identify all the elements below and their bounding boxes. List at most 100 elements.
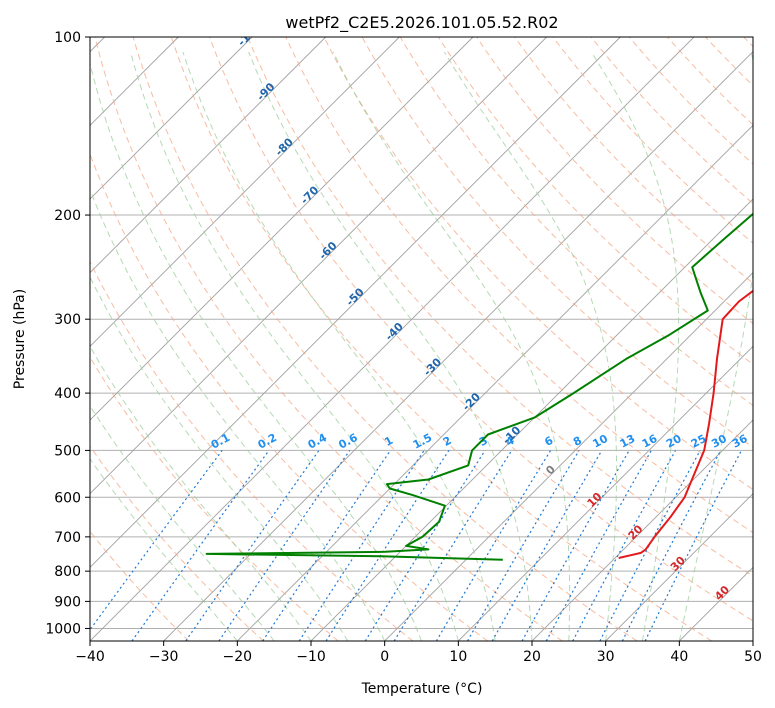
- x-tick-label: −10: [296, 649, 326, 665]
- isotherm-line: [163, 51, 753, 641]
- mixing-ratio-line: [644, 450, 743, 641]
- dry-adiabat: [90, 356, 339, 641]
- dry-adiabat: [705, 37, 753, 87]
- isotherm-line: [310, 198, 753, 641]
- dry-adiabat: [285, 37, 753, 534]
- mixing-ratio-line: [218, 450, 351, 641]
- y-tick-label: 200: [54, 208, 81, 224]
- mixing-ratio-label: 13: [618, 432, 638, 451]
- dry-adiabat: [514, 37, 753, 284]
- y-tick-label: 100: [54, 30, 81, 46]
- mixing-ratio-line: [572, 450, 677, 641]
- x-tick-label: −30: [149, 649, 179, 665]
- dry-adiabat-label: -60: [316, 239, 339, 262]
- moist-adiabat: [248, 51, 533, 641]
- x-tick-label: 50: [744, 649, 762, 665]
- dry-adiabat-label: -80: [273, 135, 296, 158]
- mixing-ratio-label: 0.2: [256, 431, 279, 452]
- mixing-ratio-label: 30: [709, 432, 729, 451]
- isotherm-line: [679, 566, 753, 641]
- moist-adiabat: [443, 51, 618, 641]
- series-line-1: [618, 289, 753, 559]
- mixing-ratio-line: [545, 450, 652, 641]
- x-axis-title: Temperature (°C): [361, 681, 483, 697]
- moist-adiabat-label: 10: [585, 490, 605, 510]
- isotherm-line: [458, 345, 753, 641]
- dry-adiabat: [628, 37, 753, 165]
- mixing-ratio-label: 36: [730, 432, 750, 451]
- mixing-ratio-label: 0.1: [209, 431, 232, 452]
- chart-title: wetPf2_C2E5.2026.101.05.52.R02: [285, 13, 558, 33]
- isotherm-line: [90, 37, 326, 274]
- mixing-ratio-line: [466, 450, 580, 641]
- y-tick-label: 1000: [45, 621, 81, 637]
- plot-frame: [89, 36, 754, 642]
- dry-adiabat: [90, 260, 414, 641]
- y-tick-label: 500: [54, 443, 81, 459]
- mixing-ratio-line: [262, 450, 391, 641]
- y-tick-label: 300: [54, 312, 81, 328]
- mixing-ratio-label: 0.4: [306, 431, 330, 452]
- mixing-ratio-line: [393, 450, 513, 641]
- isotherm-line: [90, 37, 400, 347]
- mixing-ratio-label: 6: [543, 434, 556, 449]
- moist-adiabat: [182, 51, 496, 641]
- x-tick-label: −40: [75, 649, 105, 665]
- data-layer: [205, 212, 753, 561]
- mixing-ratio-line: [185, 450, 320, 641]
- dry-adiabat: [132, 37, 638, 641]
- moist-adiabat: [90, 405, 275, 641]
- x-tick-label: 30: [597, 649, 615, 665]
- x-tick-label: 20: [523, 649, 541, 665]
- dry-adiabat: [743, 37, 753, 48]
- mixing-ratio-label: 8: [571, 434, 584, 449]
- mixing-ratio-line: [521, 450, 630, 641]
- moist-adiabat: [90, 458, 238, 641]
- dry-adiabat-label: -90: [254, 80, 277, 103]
- mixing-ratio-line: [621, 450, 722, 641]
- y-tick-label: 400: [54, 386, 81, 402]
- dry-adiabat-label: -50: [344, 285, 367, 308]
- mixing-ratio-line: [599, 450, 701, 641]
- moist-adiabat: [590, 51, 680, 641]
- mixing-ratio-label: 20: [664, 432, 684, 451]
- isotherm-line: [605, 493, 753, 641]
- dry-adiabat: [90, 445, 264, 641]
- isotherm-line: [90, 37, 474, 421]
- isotherm-line: [90, 37, 253, 200]
- dry-adiabat: [437, 37, 753, 365]
- dry-adiabat-label: -10: [500, 423, 523, 446]
- dry-adiabat-label: -70: [298, 183, 321, 206]
- isotherm-line: [531, 419, 753, 641]
- y-axis-title: Pressure (hPa): [12, 289, 28, 389]
- mixing-ratio-line: [435, 450, 552, 641]
- x-tick-label: 40: [670, 649, 688, 665]
- dry-adiabat: [361, 37, 753, 448]
- dry-adiabat: [247, 37, 753, 577]
- moist-adiabat: [130, 51, 459, 641]
- x-axis: −40 −30 −20 −10 0 10 20 30 40 50: [75, 641, 762, 665]
- dry-adiabat: [399, 37, 753, 407]
- dry-adiabat: [90, 530, 190, 641]
- dry-adiabat: [170, 37, 712, 641]
- dry-adiabat: [590, 37, 753, 205]
- moist-adiabat: [90, 188, 386, 641]
- mixing-ratio-line: [131, 450, 270, 641]
- y-tick-label: 600: [54, 490, 81, 506]
- dry-adiabat: [209, 37, 753, 622]
- y-axis: 100 200 300 400 500 600 700 800 900 1000: [45, 30, 90, 637]
- y-tick-label: 700: [54, 530, 81, 546]
- dry-adiabat: [667, 37, 753, 126]
- moist-adiabat: [90, 275, 349, 641]
- isotherm-line: [90, 37, 547, 495]
- mixing-ratio-label: 10: [590, 432, 610, 451]
- y-tick-label: 800: [54, 564, 81, 580]
- moist-adiabat: [332, 51, 571, 641]
- x-tick-label: 0: [380, 649, 389, 665]
- grid-layer: 0.1 0.2 0.4 0.6 1 1.5 2 3 4 6 8 10 13 16 20 25 30 36-100-…: [90, 20, 753, 641]
- dry-adiabat-label: -100: [235, 20, 264, 49]
- isotherm-line: [90, 37, 621, 568]
- moist-adiabat-label: 40: [712, 583, 732, 603]
- moist-adiabat: [90, 345, 312, 641]
